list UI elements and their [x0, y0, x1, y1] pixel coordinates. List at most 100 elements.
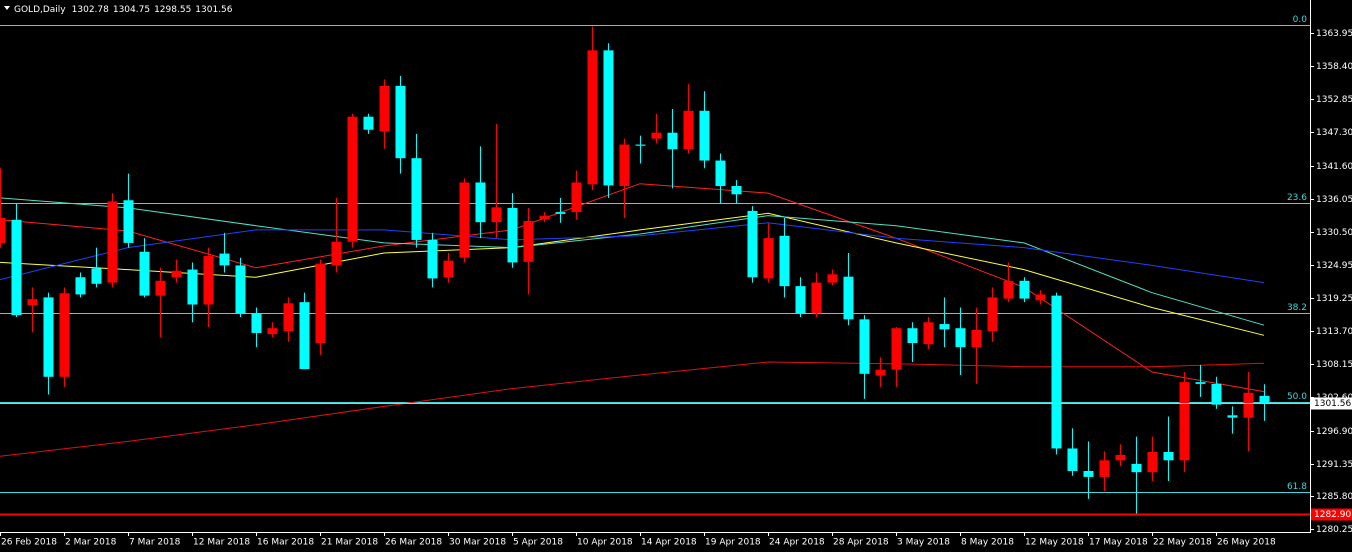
candle-body [491, 207, 502, 223]
candle-body [235, 265, 246, 314]
candle-body [107, 201, 118, 283]
fib-label: 50.0 [1287, 392, 1307, 402]
menu-icon[interactable] [4, 6, 10, 10]
candle-body [587, 50, 598, 185]
x-tick-label: 10 Apr 2018 [577, 538, 633, 548]
candle-body [299, 302, 310, 370]
candle-body [1083, 470, 1094, 477]
plot-area: 0.0 23.6 38.2 50.0 61.8 [0, 15, 1310, 514]
candle-body [1195, 382, 1206, 384]
candle-body [411, 158, 422, 240]
candle-body [507, 207, 518, 263]
low: 1298.55 [154, 5, 191, 15]
candle-body [11, 219, 22, 316]
candle-body [427, 239, 438, 279]
candle-body [331, 241, 342, 266]
moving-average [0, 197, 1265, 326]
candle-body [1051, 295, 1062, 449]
candle-body [187, 269, 198, 305]
candle-body [971, 329, 982, 348]
y-tick-label: 1291.35 [1316, 460, 1352, 470]
fib-label: 0.0 [1293, 15, 1308, 25]
y-tick-label: 1358.40 [1316, 62, 1352, 72]
candle-body [379, 85, 390, 132]
x-tick-label: 26 Feb 2018 [1, 538, 57, 548]
candle-body [0, 218, 6, 243]
candle-body [859, 319, 870, 374]
y-tick-label: 1308.15 [1316, 360, 1352, 370]
bid-box [1311, 397, 1352, 410]
x-tick-label: 14 Apr 2018 [641, 538, 697, 548]
candle-body [1003, 280, 1014, 299]
candle-body [843, 276, 854, 320]
open: 1302.78 [72, 5, 109, 15]
candle-body [251, 313, 262, 333]
x-tick-label: 2 Mar 2018 [65, 538, 117, 548]
candle-body [1227, 415, 1238, 418]
header: GOLD,Daily 1302.78 1304.75 1298.55 1301.56 [14, 5, 233, 15]
candle-body [27, 299, 38, 306]
candle-body [123, 200, 134, 243]
y-tick-label: 1336.05 [1316, 195, 1352, 205]
fib-label: 38.2 [1287, 303, 1307, 313]
candle-body [91, 268, 102, 284]
y-tick-label: 1324.95 [1316, 261, 1352, 271]
candle-body [1179, 382, 1190, 461]
candle-body [987, 297, 998, 332]
y-tick-label: 1341.60 [1316, 162, 1352, 172]
x-tick-label: 24 Apr 2018 [769, 538, 825, 548]
candle-body [731, 186, 742, 195]
price-line-label: 1282.90 [1314, 510, 1351, 520]
y-tick-label: 1330.50 [1316, 228, 1352, 238]
y-tick-label: 1363.95 [1316, 29, 1352, 39]
candle-body [43, 297, 54, 377]
candle-body [763, 238, 774, 279]
candle-body [923, 322, 934, 345]
candle-body [1067, 448, 1078, 471]
symbol: GOLD,Daily [14, 5, 66, 15]
candle-body [875, 369, 886, 376]
candle-body [779, 235, 790, 287]
x-tick-label: 30 Mar 2018 [449, 538, 506, 548]
x-tick-label: 12 May 2018 [1025, 538, 1084, 548]
y-tick-label: 1285.80 [1316, 492, 1352, 502]
x-tick-label: 8 May 2018 [961, 538, 1014, 548]
candle-body [523, 220, 534, 262]
price-line-box [1311, 508, 1352, 521]
candle-body [939, 324, 950, 330]
moving-average [0, 183, 1265, 393]
candle-body [459, 182, 470, 258]
candle-body [155, 280, 166, 296]
candle-body [715, 160, 726, 187]
moving-average [0, 222, 1265, 284]
x-tick-label: 22 May 2018 [1153, 538, 1212, 548]
x-tick-label: 17 May 2018 [1089, 538, 1148, 548]
fib-label: 23.6 [1287, 193, 1307, 203]
candle-body [651, 132, 662, 139]
candle-body [1259, 395, 1270, 404]
candle-body [747, 210, 758, 278]
candle-body [955, 328, 966, 348]
candle-body [571, 182, 582, 213]
candle-body [395, 85, 406, 159]
candle-body [203, 255, 214, 305]
y-tick-label: 1296.90 [1316, 427, 1352, 437]
candle-body [363, 116, 374, 130]
candle-body [619, 144, 630, 187]
candle-body [1211, 383, 1222, 405]
candle-body [811, 282, 822, 314]
candle-body [219, 253, 230, 266]
candle-body [699, 110, 710, 161]
x-tick-label: 26 May 2018 [1217, 538, 1276, 548]
x-tick-label: 3 May 2018 [897, 538, 950, 548]
candle-body [1163, 452, 1174, 461]
bid-label: 1301.56 [1314, 399, 1351, 409]
candle-body [827, 274, 838, 283]
candle-body [635, 144, 646, 146]
candle-body [267, 328, 278, 335]
x-tick-label: 16 Mar 2018 [257, 538, 314, 548]
candle-body [1099, 460, 1110, 477]
candle-body [475, 182, 486, 223]
candle-body [75, 277, 86, 295]
